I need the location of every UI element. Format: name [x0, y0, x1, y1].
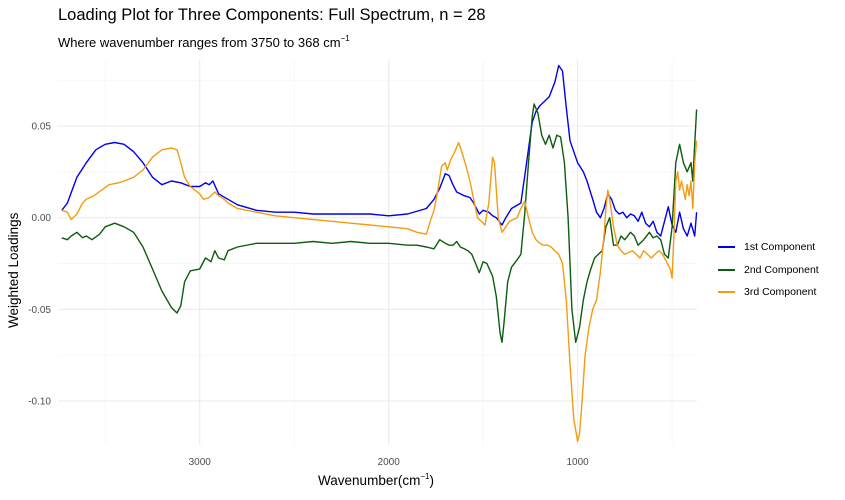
legend-item-3: 3rd Component	[718, 281, 819, 304]
legend-swatch	[718, 246, 735, 249]
legend-item-2: 2nd Component	[718, 259, 819, 282]
legend-swatch	[718, 291, 735, 294]
series-line-3	[61, 140, 698, 442]
legend-swatch	[718, 268, 735, 271]
series-line-2	[61, 103, 698, 343]
x-tick-label: 3000	[189, 457, 212, 468]
x-tick-label: 2000	[378, 457, 401, 468]
series-lines	[61, 64, 698, 442]
x-axis-label: Wavenumber(cm−1)	[0, 472, 726, 488]
x-tick-labels: 3000 2000 1000	[189, 457, 590, 468]
legend-item-1: 1st Component	[718, 236, 819, 259]
series-line-1	[61, 64, 698, 237]
y-tick-label: -0.05	[28, 305, 51, 316]
y-tick-label: -0.10	[28, 397, 51, 408]
y-axis-label: Weighted Loadings	[6, 212, 21, 328]
y-tick-label: 0.00	[32, 213, 52, 224]
minor-gridlines	[58, 60, 697, 445]
x-axis-label-superscript: −1	[420, 472, 430, 481]
legend: 1st Component 2nd Component 3rd Component	[718, 236, 819, 304]
y-tick-label: 0.05	[32, 122, 52, 133]
major-gridlines	[58, 60, 697, 445]
x-axis-label-close: )	[429, 473, 434, 488]
subtitle-text: Where wavenumber ranges from 3750 to 368…	[58, 35, 341, 50]
x-tick-label: 1000	[566, 457, 589, 468]
chart-title: Loading Plot for Three Components: Full …	[58, 6, 486, 24]
legend-label: 3rd Component	[744, 286, 817, 299]
legend-label: 1st Component	[744, 241, 816, 254]
subtitle-superscript: −1	[340, 34, 350, 43]
x-axis-label-text: Wavenumber(cm	[318, 473, 421, 488]
chart-subtitle: Where wavenumber ranges from 3750 to 368…	[58, 34, 350, 50]
legend-label: 2nd Component	[744, 263, 819, 276]
y-tick-labels: 0.05 0.00 -0.05 -0.10	[28, 122, 51, 408]
